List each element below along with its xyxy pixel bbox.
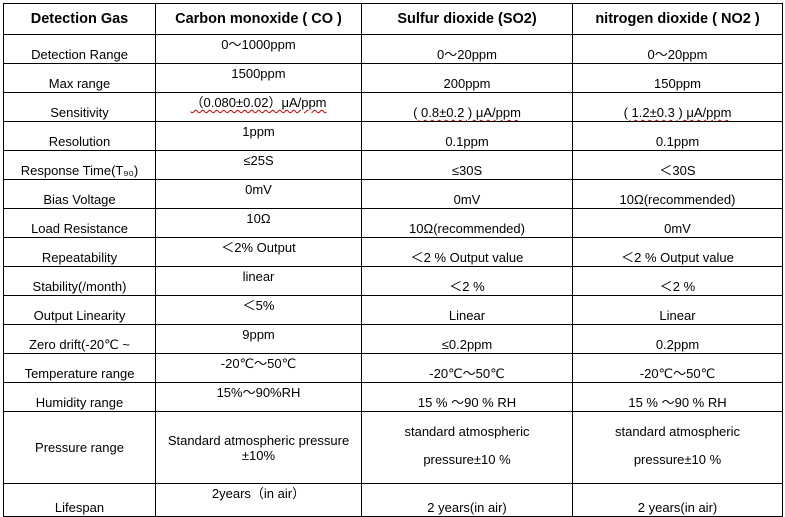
co-value: 9ppm xyxy=(155,324,362,354)
no2-value: ( 1.2±0.3 ) μA/ppm xyxy=(572,92,783,122)
so2-value: 0～20ppm xyxy=(361,34,573,64)
row-label: Detection Range xyxy=(3,34,156,64)
table-row: Stability(/month) linear ＜2 % ＜2 % xyxy=(3,266,783,296)
table-row: Humidity range 15%～90%RH 15 % ～90 % RH 1… xyxy=(3,382,783,412)
row-label: Sensitivity xyxy=(3,92,156,122)
co-value: Standard atmospheric pressure ±10% xyxy=(155,411,362,484)
co-value: 0～1000ppm xyxy=(155,34,362,64)
table-row: Repeatability ＜2% Output ＜2 % Output val… xyxy=(3,237,783,267)
table-row-lifespan: Lifespan 2years（in air） 2 years(in air) … xyxy=(3,483,783,517)
co-value: ＜5% xyxy=(155,295,362,325)
no2-value: standard atmospheric pressure±10 % xyxy=(572,411,783,484)
header-so2: Sulfur dioxide (SO2) xyxy=(361,3,573,35)
no2-value: 0～20ppm xyxy=(572,34,783,64)
so2-value: 200ppm xyxy=(361,63,573,93)
co-value: 15%～90%RH xyxy=(155,382,362,412)
row-label: Resolution xyxy=(3,121,156,151)
no2-value: 0.1ppm xyxy=(572,121,783,151)
co-value: 1ppm xyxy=(155,121,362,151)
no2-value: ＜2 % Output value xyxy=(572,237,783,267)
table-row: Load Resistance 10Ω 10Ω(recommended) 0mV xyxy=(3,208,783,238)
co-value: ≤25S xyxy=(155,150,362,180)
table-row: Output Linearity ＜5% Linear Linear xyxy=(3,295,783,325)
no2-value: Linear xyxy=(572,295,783,325)
so2-value: 2 years(in air) xyxy=(361,483,573,517)
row-label: Pressure range xyxy=(3,411,156,484)
no2-pressure-line2: pressure±10 % xyxy=(633,452,722,467)
so2-value: ≤30S xyxy=(361,150,573,180)
co-value: 0mV xyxy=(155,179,362,209)
row-label: Repeatability xyxy=(3,237,156,267)
row-label: Zero drift(-20℃ ~ xyxy=(3,324,156,354)
table-row: Resolution 1ppm 0.1ppm 0.1ppm xyxy=(3,121,783,151)
so2-value: 15 % ～90 % RH xyxy=(361,382,573,412)
no2-value: 10Ω(recommended) xyxy=(572,179,783,209)
so2-value: ≤0.2ppm xyxy=(361,324,573,354)
header-detection-gas: Detection Gas xyxy=(3,3,156,35)
so2-pressure-line2: pressure±10 % xyxy=(423,452,511,467)
table-row: Max range 1500ppm 200ppm 150ppm xyxy=(3,63,783,93)
so2-value: ( 0.8±0.2 ) μA/ppm xyxy=(361,92,573,122)
spec-table: Detection Gas Carbon monoxide ( CO ) Sul… xyxy=(3,3,783,517)
so2-value: 0.1ppm xyxy=(361,121,573,151)
no2-value: ＜30S xyxy=(572,150,783,180)
no2-value: 0mV xyxy=(572,208,783,238)
so2-sensitivity-text: ( 0.8±0.2 ) μA/ppm xyxy=(413,105,521,120)
so2-value: standard atmospheric pressure±10 % xyxy=(361,411,573,484)
so2-value: Linear xyxy=(361,295,573,325)
table-row: Bias Voltage 0mV 0mV 10Ω(recommended) xyxy=(3,179,783,209)
co-value: linear xyxy=(155,266,362,296)
row-label: Output Linearity xyxy=(3,295,156,325)
row-label: Temperature range xyxy=(3,353,156,383)
no2-value: 15 % ～90 % RH xyxy=(572,382,783,412)
table-row-pressure: Pressure range Standard atmospheric pres… xyxy=(3,411,783,484)
table-row: Detection Range 0～1000ppm 0～20ppm 0～20pp… xyxy=(3,34,783,64)
row-label: Max range xyxy=(3,63,156,93)
table-row: Temperature range -20℃～50℃ -20℃～50℃ -20℃… xyxy=(3,353,783,383)
co-value: 1500ppm xyxy=(155,63,362,93)
row-label: Humidity range xyxy=(3,382,156,412)
co-sensitivity-text: （0.080±0.02）μA/ppm xyxy=(190,95,327,110)
no2-value: 0.2ppm xyxy=(572,324,783,354)
row-label: Load Resistance xyxy=(3,208,156,238)
so2-value: 0mV xyxy=(361,179,573,209)
no2-pressure-line1: standard atmospheric xyxy=(614,424,740,439)
row-label: Bias Voltage xyxy=(3,179,156,209)
header-row: Detection Gas Carbon monoxide ( CO ) Sul… xyxy=(3,3,783,35)
table-row: Sensitivity （0.080±0.02）μA/ppm ( 0.8±0.2… xyxy=(3,92,783,122)
so2-value: -20℃～50℃ xyxy=(361,353,573,383)
row-label: Lifespan xyxy=(3,483,156,517)
row-label: Stability(/month) xyxy=(3,266,156,296)
so2-pressure-line1: standard atmospheric xyxy=(404,424,530,439)
so2-value: ＜2 % Output value xyxy=(361,237,573,267)
table-row: Response Time(T₉₀) ≤25S ≤30S ＜30S xyxy=(3,150,783,180)
row-label: Response Time(T₉₀) xyxy=(3,150,156,180)
co-value: 2years（in air） xyxy=(155,483,362,517)
co-value: ＜2% Output xyxy=(155,237,362,267)
header-no2: nitrogen dioxide ( NO2 ) xyxy=(572,3,783,35)
co-value: （0.080±0.02）μA/ppm xyxy=(155,92,362,122)
no2-sensitivity-text: ( 1.2±0.3 ) μA/ppm xyxy=(623,105,732,120)
co-value: -20℃～50℃ xyxy=(155,353,362,383)
co-value: 10Ω xyxy=(155,208,362,238)
header-co: Carbon monoxide ( CO ) xyxy=(155,3,362,35)
table-row: Zero drift(-20℃ ~ 9ppm ≤0.2ppm 0.2ppm xyxy=(3,324,783,354)
so2-value: ＜2 % xyxy=(361,266,573,296)
no2-value: ＜2 % xyxy=(572,266,783,296)
no2-value: 2 years(in air) xyxy=(572,483,783,517)
so2-value: 10Ω(recommended) xyxy=(361,208,573,238)
no2-value: 150ppm xyxy=(572,63,783,93)
no2-value: -20℃～50℃ xyxy=(572,353,783,383)
